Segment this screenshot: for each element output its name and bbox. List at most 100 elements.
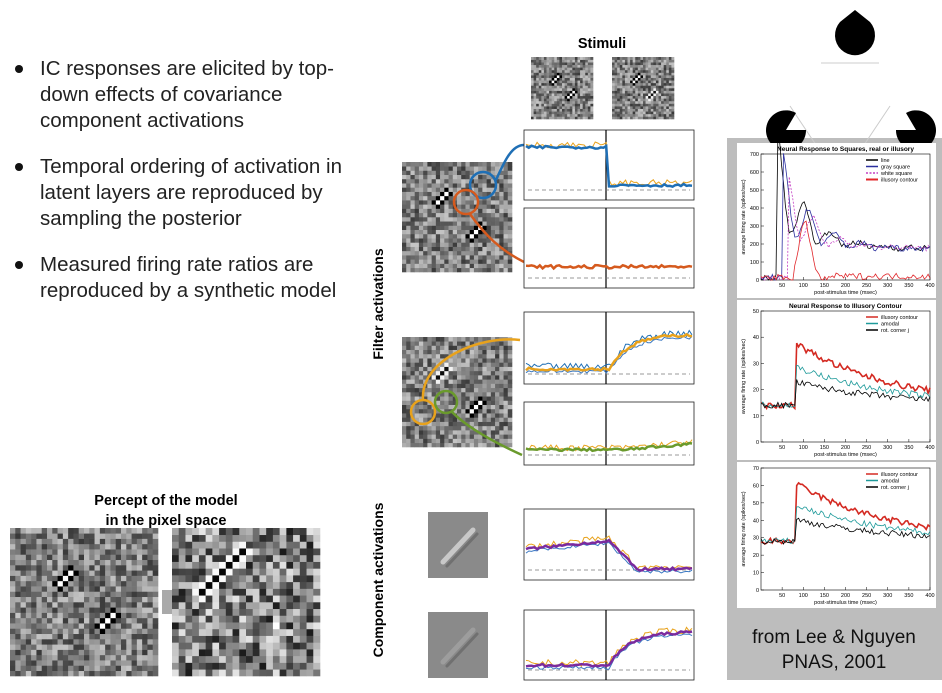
pixel xyxy=(531,62,534,65)
pixel xyxy=(313,555,320,562)
pixel xyxy=(440,230,445,235)
pixel xyxy=(68,565,74,571)
pixel xyxy=(552,65,555,68)
pixel xyxy=(226,669,233,676)
pixel xyxy=(495,264,500,269)
pixel xyxy=(293,649,300,656)
pixel xyxy=(544,80,547,83)
pixel xyxy=(651,91,654,94)
pixel xyxy=(470,337,475,342)
pixel xyxy=(461,179,466,184)
pixel xyxy=(21,623,27,629)
pixel xyxy=(116,597,122,603)
pixel xyxy=(58,671,64,677)
pixel xyxy=(478,367,483,372)
pixel xyxy=(110,549,116,555)
pixel xyxy=(638,88,641,91)
pixel xyxy=(504,375,509,380)
pixel xyxy=(73,528,79,534)
pixel xyxy=(47,607,53,613)
pixel xyxy=(26,581,32,587)
pixel xyxy=(622,83,625,86)
pixel xyxy=(557,114,560,117)
pixel xyxy=(105,528,111,534)
pixel xyxy=(549,62,552,65)
pixel xyxy=(578,98,581,101)
axis-label: average firing rate (spikes/sec) xyxy=(741,179,747,254)
pixel xyxy=(449,192,454,197)
pixel xyxy=(444,439,449,444)
pixel xyxy=(246,656,253,663)
pixel xyxy=(544,78,547,81)
pixel xyxy=(84,660,90,666)
pixel xyxy=(643,111,646,114)
pixel xyxy=(406,179,411,184)
pixel xyxy=(666,80,669,83)
pixel xyxy=(588,104,591,107)
pixel xyxy=(544,98,547,101)
pixel xyxy=(406,204,411,209)
pixel xyxy=(580,62,583,65)
pixel xyxy=(588,109,591,112)
pixel xyxy=(402,238,407,243)
pixel xyxy=(549,91,552,94)
pixel xyxy=(300,555,307,562)
pixel xyxy=(116,655,122,661)
pixel xyxy=(286,649,293,656)
pixel xyxy=(21,533,27,539)
pixel xyxy=(554,80,557,83)
pixel xyxy=(671,65,674,68)
pixel xyxy=(10,570,16,576)
pixel xyxy=(541,70,544,73)
pixel xyxy=(226,555,233,562)
pixel xyxy=(432,242,437,247)
pixel xyxy=(640,57,643,60)
pixel xyxy=(36,565,42,571)
pixel xyxy=(15,597,21,603)
pixel xyxy=(461,192,466,197)
pixel xyxy=(474,179,479,184)
pixel xyxy=(457,375,462,380)
pixel xyxy=(212,582,219,589)
pixel xyxy=(567,80,570,83)
pixel xyxy=(664,73,667,76)
pixel xyxy=(293,669,300,676)
pixel xyxy=(226,548,233,555)
pixel xyxy=(585,88,588,91)
pixel xyxy=(84,586,90,592)
pixel xyxy=(449,209,454,214)
pixel xyxy=(474,417,479,422)
pixel xyxy=(432,354,437,359)
pixel xyxy=(580,88,583,91)
pixel xyxy=(482,166,487,171)
pixel xyxy=(661,75,664,78)
pixel xyxy=(436,268,441,273)
pixel xyxy=(620,60,623,63)
pixel xyxy=(659,73,662,76)
pixel xyxy=(179,555,186,562)
pixel xyxy=(628,83,631,86)
pixel xyxy=(246,609,253,616)
pixel xyxy=(578,83,581,86)
pixel xyxy=(100,570,106,576)
pixel xyxy=(233,589,240,596)
pixel xyxy=(478,255,483,260)
pixel xyxy=(620,67,623,70)
pixel xyxy=(206,642,213,649)
pixel xyxy=(617,75,620,78)
pixel xyxy=(625,116,628,119)
pixel xyxy=(402,396,407,401)
pixel xyxy=(219,562,226,569)
pixel xyxy=(410,396,415,401)
pixel xyxy=(406,375,411,380)
pixel xyxy=(286,589,293,596)
pixel xyxy=(470,358,475,363)
pixel xyxy=(116,623,122,629)
pixel xyxy=(491,162,496,167)
pixel xyxy=(565,78,568,81)
pixel xyxy=(427,264,432,269)
pixel xyxy=(423,255,428,260)
pixel xyxy=(575,60,578,63)
pixel xyxy=(482,375,487,380)
pixel xyxy=(474,213,479,218)
